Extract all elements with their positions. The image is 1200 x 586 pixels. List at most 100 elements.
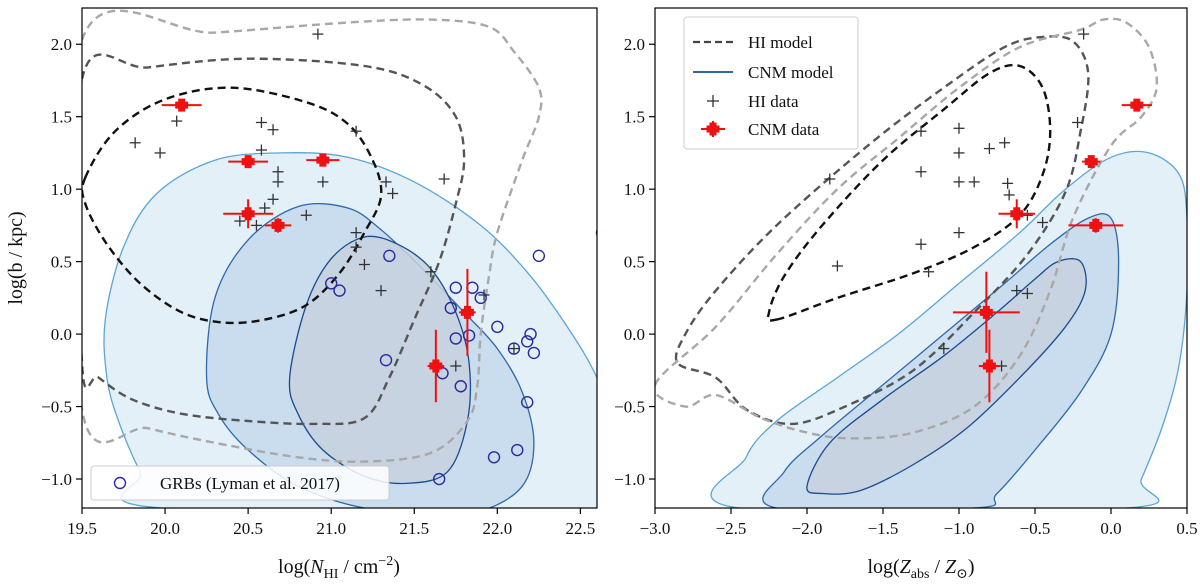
right-y-tick-label-1: −0.5 [614, 398, 645, 417]
right-point-cnm-data-1 [1082, 155, 1101, 169]
left-point-hi-data-1 [129, 137, 141, 149]
right-point-hi-data-14 [1037, 216, 1049, 228]
right-point-cnm-data-0 [1121, 98, 1153, 112]
right-contour-cnm-model-inner [806, 258, 1087, 495]
left-point-grb-3 [324, 277, 338, 290]
left-point-hi-data-17 [387, 188, 399, 200]
left-x-tick-label-5: 22.0 [482, 519, 512, 538]
right-x-tick-label-7: 0.5 [1176, 519, 1197, 538]
right-x-tick-label-1: −2.5 [716, 519, 747, 538]
left-ticks: 19.5 20.0 20.5 21.0 21.5 22.0 22.5 −1.0 −0.5 0.0 0… [41, 35, 595, 538]
left-contours [82, 9, 597, 508]
left-point-hi-data-4 [255, 144, 267, 156]
right-point-hi-data-3 [953, 122, 965, 134]
left-axes-frame [81, 7, 598, 509]
right-point-hi-data-21 [938, 343, 950, 355]
left-point-grb-10 [449, 332, 462, 345]
left-point-hi-data-25 [450, 360, 462, 372]
left-point-hi-data-14 [317, 176, 329, 188]
right-points [824, 28, 1153, 403]
right-x-tick-label-3: −1.5 [868, 519, 899, 538]
left-x-tick-label-0: 19.5 [67, 519, 97, 538]
left-contour-hi-model-middle [82, 53, 466, 426]
right-plot-area [655, 17, 1187, 508]
right-point-hi-data-13 [1021, 209, 1033, 221]
right-point-hi-data-18 [923, 266, 935, 278]
legend-hi-data-marker [707, 95, 719, 107]
right-y-tick-label-2: 0.0 [624, 325, 645, 344]
right-point-hi-data-4 [983, 143, 995, 155]
right-point-hi-data-1 [1072, 116, 1084, 128]
left-point-hi-data-19 [350, 241, 362, 253]
left-point-hi-data-0 [312, 28, 324, 40]
left-point-cnm-data-5 [459, 268, 476, 356]
right-contour-hi-model-middle [674, 35, 1090, 426]
right-contours [655, 17, 1187, 508]
left-point-grb-0 [595, 228, 597, 237]
left-y-tick-label-5: 1.5 [51, 108, 72, 127]
left-point-grb-5 [449, 281, 462, 294]
right-point-hi-data-15 [953, 227, 965, 239]
left-x-tick-label-3: 21.0 [316, 519, 346, 538]
left-x-tick-label-2: 20.5 [233, 519, 263, 538]
right-point-hi-data-17 [831, 260, 843, 272]
left-point-hi-data-24 [478, 289, 490, 301]
left-legend-box [90, 465, 390, 501]
right-y-tick-label-3: 0.5 [624, 253, 645, 272]
left-y-tick-label-2: 0.0 [51, 325, 72, 344]
legend-grb-marker [113, 476, 127, 490]
left-point-cnm-data-0 [161, 98, 202, 112]
right-point-cnm-data-5 [978, 329, 1001, 403]
left-point-grb-2 [383, 249, 396, 263]
left-panel: 19.5 20.0 20.5 21.0 21.5 22.0 22.5 −1.0 −0.5 0.0 0… [5, 7, 598, 582]
left-point-cnm-data-3 [223, 199, 274, 229]
legend-cnm-data-marker [701, 121, 725, 137]
right-x-tick-label-5: −0.5 [1020, 519, 1051, 538]
right-x-axis-label: log(Zabs / Z⊙) [867, 556, 974, 582]
left-point-hi-data-22 [425, 266, 437, 278]
right-point-hi-data-10 [824, 173, 836, 185]
legend-cnm-model-label: CNM model [748, 63, 834, 82]
left-point-cnm-data-4 [264, 218, 292, 233]
left-point-hi-data-5 [255, 116, 267, 128]
left-point-hi-data-2 [154, 147, 166, 159]
left-x-axis-label: log(NHI / cm−2) [278, 554, 400, 582]
right-y-tick-label-5: 1.5 [624, 108, 645, 127]
right-legend-box [683, 16, 859, 150]
left-point-hi-data-21 [375, 285, 387, 297]
left-point-grb-15 [379, 353, 393, 367]
right-point-hi-data-8 [968, 176, 980, 188]
left-point-grb-17 [454, 380, 467, 393]
right-point-cnm-data-2 [998, 199, 1035, 229]
left-point-hi-data-12 [250, 219, 262, 231]
left-point-hi-data-11 [234, 215, 246, 227]
left-point-hi-data-16 [380, 176, 392, 188]
left-point-grb-20 [487, 451, 501, 464]
left-y-tick-label-4: 1.0 [51, 180, 72, 199]
right-x-tick-label-4: −1.0 [944, 519, 975, 538]
right-point-hi-data-0 [1078, 28, 1090, 40]
right-point-cnm-data-3 [1068, 218, 1124, 233]
right-panel: −3.0 −2.5 −2.0 −1.5 −1.0 −0.5 0.0 0.5 −1.0 −0.5 0.… [614, 7, 1198, 582]
right-contour-hi-model-inner [766, 63, 1052, 322]
left-point-cnm-data-2 [306, 153, 340, 167]
left-point-hi-data-26 [508, 343, 520, 355]
left-plot-area [82, 9, 597, 508]
right-contour-hi-model-outer [655, 17, 1159, 440]
left-point-grb-12 [524, 327, 537, 341]
left-point-cnm-data-6 [427, 329, 445, 403]
left-point-grb-8 [444, 301, 458, 315]
left-point-grb-16 [436, 367, 449, 380]
left-y-tick-label-6: 2.0 [51, 35, 72, 54]
left-contour-hi-model-outer [82, 9, 543, 463]
left-point-cnm-data-1 [228, 155, 269, 169]
legend-hi-model-label: HI model [748, 33, 813, 52]
left-point-grb-1 [532, 249, 546, 263]
right-y-tick-label-0: −1.0 [614, 470, 645, 489]
right-point-hi-data-19 [1011, 285, 1023, 297]
right-point-hi-data-16 [915, 238, 927, 250]
right-point-hi-data-20 [1021, 288, 1033, 300]
left-point-hi-data-13 [300, 209, 312, 221]
legend-grb-label: GRBs (Lyman et al. 2017) [160, 474, 340, 493]
